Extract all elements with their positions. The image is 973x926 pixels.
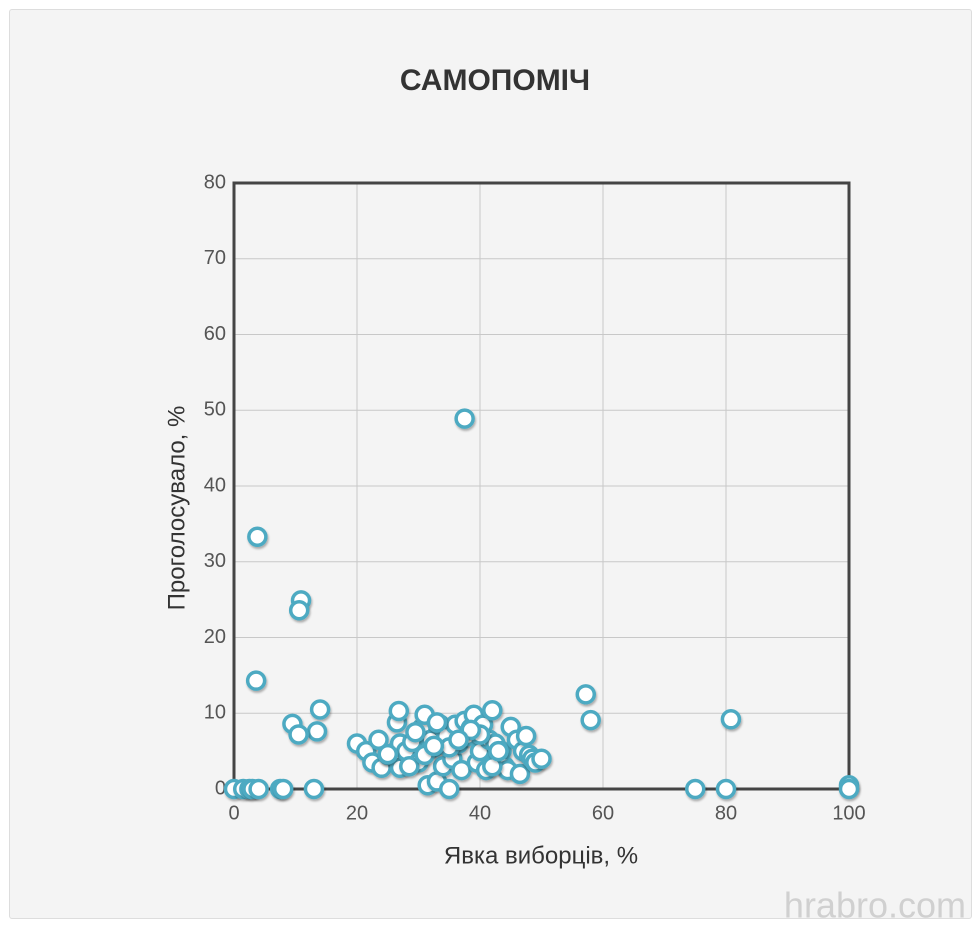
point bbox=[405, 721, 426, 743]
y-tick-label: 80 bbox=[204, 171, 226, 193]
point bbox=[488, 740, 509, 762]
point bbox=[515, 725, 537, 747]
point bbox=[368, 729, 389, 751]
point bbox=[720, 709, 742, 730]
point bbox=[388, 700, 410, 722]
point bbox=[248, 778, 269, 800]
point bbox=[685, 778, 706, 800]
point bbox=[245, 670, 267, 691]
point bbox=[838, 778, 860, 800]
point bbox=[288, 599, 310, 621]
point bbox=[454, 408, 475, 429]
point bbox=[482, 699, 503, 721]
x-tick-label: 100 bbox=[832, 802, 865, 824]
y-tick-label: 60 bbox=[204, 323, 226, 345]
point bbox=[531, 748, 552, 769]
point bbox=[426, 712, 448, 733]
x-tick-label: 0 bbox=[228, 802, 239, 824]
y-tick-label: 30 bbox=[204, 550, 226, 572]
x-tick-label: 80 bbox=[715, 802, 737, 824]
y-tick-label: 70 bbox=[204, 247, 226, 269]
x-axis-label: Явка виборців, % bbox=[444, 842, 638, 869]
x-tick-label: 60 bbox=[592, 802, 614, 824]
point bbox=[439, 778, 460, 800]
chart-title: САМОПОМІЧ bbox=[400, 64, 590, 97]
point bbox=[247, 526, 268, 548]
point bbox=[309, 699, 331, 720]
point bbox=[399, 756, 420, 777]
point bbox=[288, 724, 309, 745]
y-tick-label: 10 bbox=[204, 702, 226, 724]
point bbox=[423, 735, 445, 757]
point bbox=[575, 684, 597, 705]
watermark: hrabro.com bbox=[784, 885, 966, 926]
x-tick-label: 40 bbox=[469, 802, 491, 824]
x-tick-label: 20 bbox=[346, 802, 368, 824]
point bbox=[580, 709, 601, 731]
point bbox=[448, 729, 469, 751]
plot-frame bbox=[232, 181, 851, 791]
y-tick-label: 0 bbox=[215, 777, 226, 799]
y-tick-label: 20 bbox=[204, 626, 226, 648]
point bbox=[715, 778, 737, 800]
point bbox=[303, 778, 325, 800]
y-axis-label: Проголосувало, % bbox=[163, 406, 190, 611]
point bbox=[377, 743, 398, 765]
point bbox=[272, 778, 294, 800]
y-tick-label: 50 bbox=[204, 399, 226, 421]
point bbox=[306, 721, 328, 742]
y-tick-label: 40 bbox=[204, 474, 226, 496]
point bbox=[509, 763, 531, 785]
